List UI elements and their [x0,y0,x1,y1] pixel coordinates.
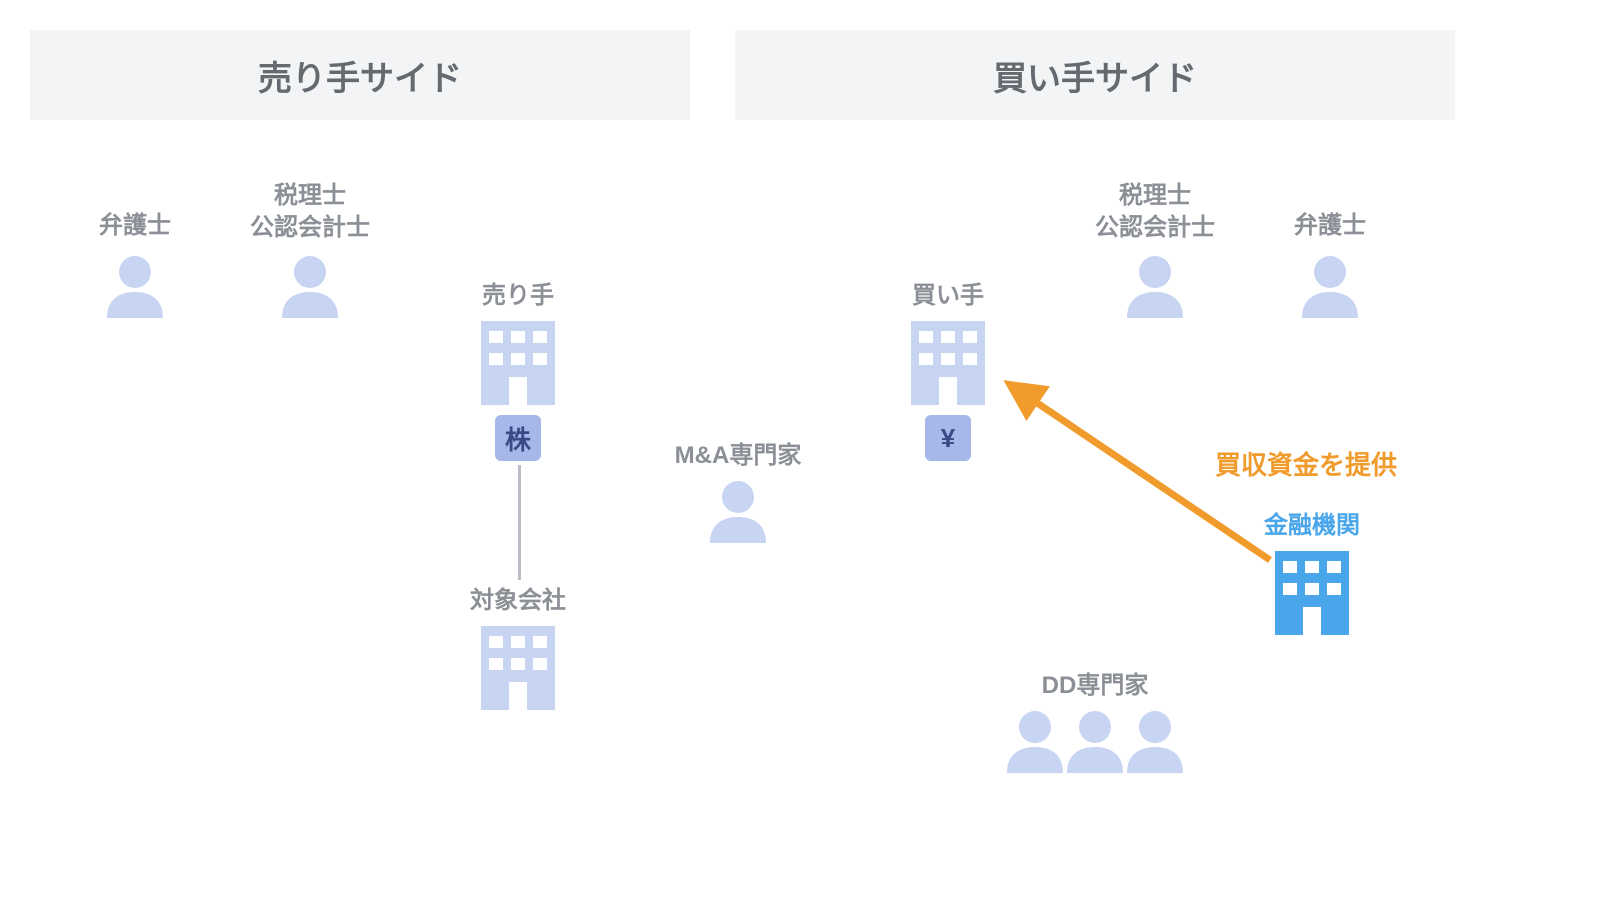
diagram-stage: 売り手サイド 買い手サイド 弁護士 税理士 公認会計士 売り手 株 対象会社 [0,0,1600,900]
arrow-label: 買収資金を提供 [1215,445,1397,482]
